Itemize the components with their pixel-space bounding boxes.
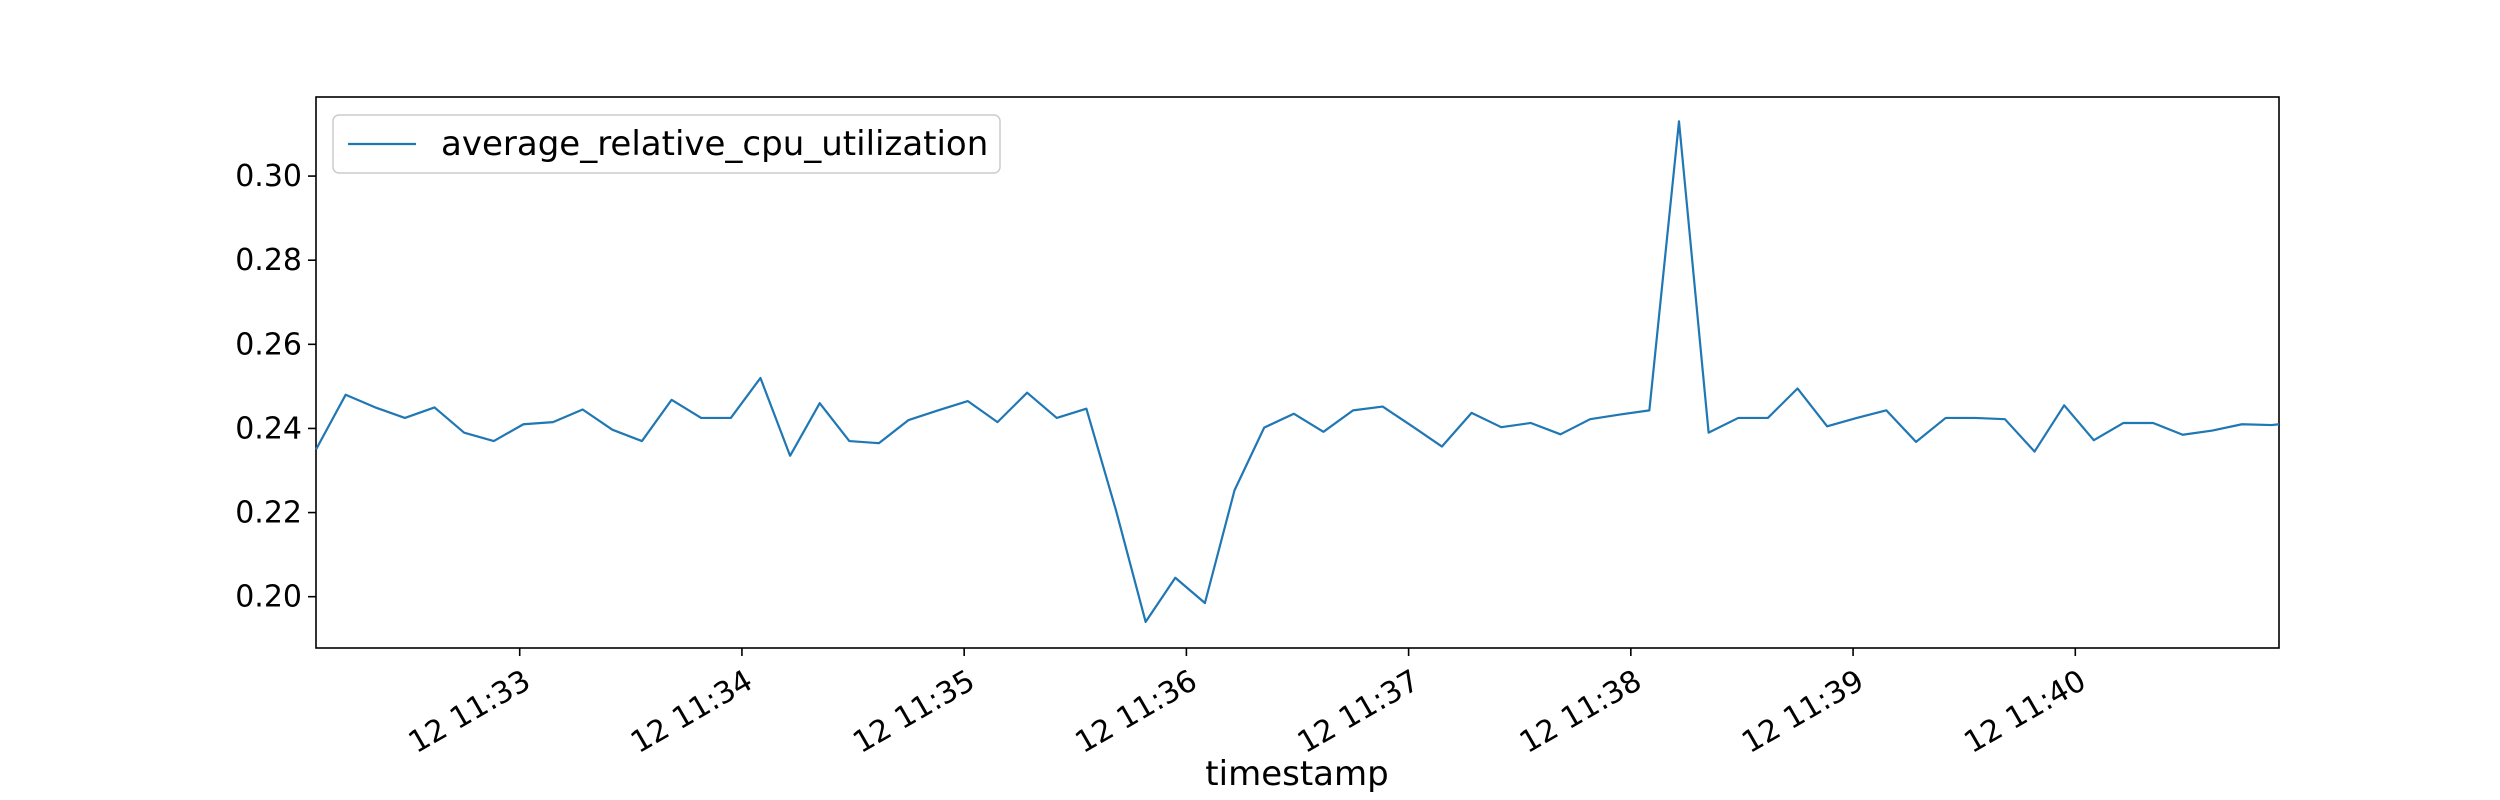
x-axis: 12 11:33 12 11:34 12 11:35 12 11:36 12 11:37… [403,648,2092,761]
legend-label: average_relative_cpu_utilization [441,124,988,164]
y-axis: 0.20 0.22 0.24 0.26 0.28 0.30 [235,159,316,615]
y-tick-label: 0.26 [235,327,302,362]
x-tick-label: 12 11:39 [1736,663,1870,760]
y-tick-label: 0.28 [235,243,302,278]
x-tick-label: 12 11:33 [403,663,537,760]
x-tick-label: 12 11:40 [1958,663,2092,760]
x-tick-label: 12 11:37 [1292,663,1426,760]
x-tick-label: 12 11:35 [847,663,981,760]
x-tick-label: 12 11:36 [1069,663,1203,760]
plot-area: 12 11:33 12 11:34 12 11:35 12 11:36 12 11:37… [235,97,2279,761]
legend: average_relative_cpu_utilization [333,115,1000,173]
x-axis-title: timestamp [1205,754,1388,794]
y-tick-label: 0.24 [235,411,302,446]
y-tick-label: 0.20 [235,580,302,615]
axes-frame [316,97,2279,648]
y-tick-label: 0.30 [235,159,302,194]
y-tick-label: 0.22 [235,496,302,531]
x-tick-label: 12 11:34 [625,663,759,760]
x-tick-label: 12 11:38 [1514,663,1648,760]
